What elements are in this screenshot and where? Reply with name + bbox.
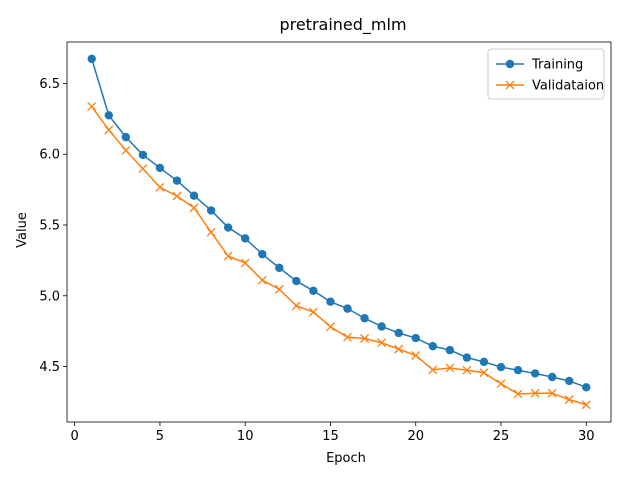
data-point [445,363,455,373]
data-point [377,322,386,331]
data-point [308,307,318,317]
data-point [189,203,199,213]
series-0 [87,54,591,392]
data-point [462,353,472,362]
data-point [496,379,506,389]
chart-title: pretrained_mlm [279,15,406,35]
data-point [241,234,250,243]
data-point [206,227,216,237]
data-point [547,372,557,382]
legend-box [487,48,605,100]
data-point [547,388,557,398]
data-point [411,351,421,360]
data-point [206,206,216,215]
data-point [155,163,165,173]
data-point [394,344,404,354]
data-point [360,334,370,343]
y-tick-label: 6.0 [39,148,60,163]
legend-label: Training [531,58,583,73]
data-point [479,357,489,367]
data-point [462,365,472,375]
data-point [565,376,574,386]
x-tick-label: 0 [71,429,79,444]
data-point [172,176,182,185]
x-tick-label: 15 [322,429,339,444]
series-group [87,54,591,410]
data-point [326,322,335,332]
x-tick-label: 30 [578,429,595,444]
y-tick-label: 4.5 [39,360,60,375]
data-point [326,297,335,306]
data-point [445,345,455,355]
data-point [275,263,284,273]
legend-item: Training [496,58,583,73]
data-point [274,284,284,294]
data-point [87,102,97,111]
legend-item: Validataion [496,79,604,94]
legend-marker [505,80,515,90]
y-tick-label: 5.0 [39,289,60,304]
series-1 [87,102,591,410]
y-axis-label: Value [15,212,30,248]
data-point [138,150,148,160]
data-point [121,132,131,142]
data-point [360,314,369,323]
data-point [530,388,540,398]
x-tick-label: 10 [237,429,254,444]
data-point [479,368,489,378]
data-point [104,111,113,120]
data-point [189,191,199,200]
data-point [428,365,438,375]
data-point [292,276,301,286]
y-tick-label: 5.5 [39,218,60,233]
data-point [564,395,574,405]
data-point [223,251,233,261]
y-tick-label: 6.5 [39,77,60,92]
data-point [104,125,114,135]
plot-frame [66,41,612,423]
data-point [155,182,165,192]
legend-marker [505,59,515,69]
data-point [582,383,591,392]
axis-ticks: 0 5 10 15 20 25 30 4.5 5.0 5.5 6.0 6.5 [39,77,594,444]
data-point [258,249,267,259]
data-point [411,333,420,343]
x-tick-label: 5 [156,429,164,444]
data-point [428,341,437,351]
legend: Training Validataion [487,48,605,100]
x-axis-label: Epoch [326,451,366,466]
data-point [394,328,403,338]
data-point [223,223,233,232]
data-point [121,145,131,155]
x-tick-label: 25 [493,429,510,444]
data-point [581,400,591,410]
data-point [257,275,267,285]
data-point [309,286,318,296]
data-point [496,362,506,372]
data-point [513,389,523,399]
data-point [87,54,96,64]
x-tick-label: 20 [407,429,424,444]
legend-label: Validataion [532,79,604,94]
data-point [343,332,352,342]
data-point [172,191,182,201]
data-point [240,258,250,268]
data-point [343,304,352,313]
data-point [513,366,523,375]
data-point [138,164,148,174]
data-point [291,301,301,311]
series-line [91,106,587,406]
data-point [377,338,387,348]
data-point [530,369,540,378]
